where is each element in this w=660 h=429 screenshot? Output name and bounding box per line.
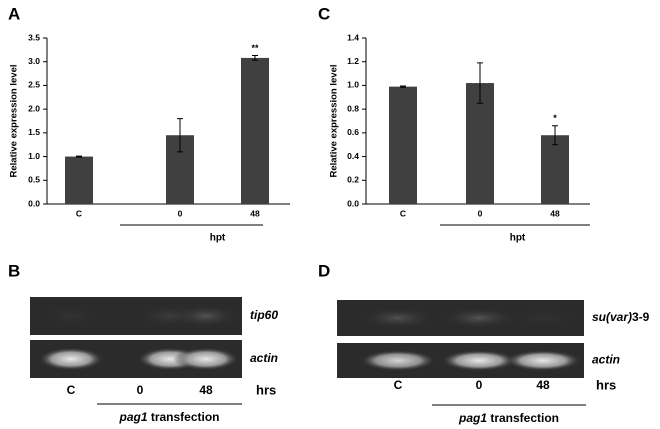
- y-tick-label: 3.0: [28, 56, 40, 66]
- y-tick-label: 1.5: [28, 127, 40, 137]
- y-tick-label: 0.2: [347, 175, 359, 185]
- group-label: hpt: [510, 233, 526, 244]
- gel-band: [360, 350, 436, 371]
- bar: [541, 135, 569, 204]
- gel-row-label: su(var)3-9: [592, 310, 650, 324]
- x-tick-label: 48: [550, 208, 560, 218]
- bar: [241, 57, 269, 204]
- gel-row-label-part: tip60: [250, 308, 278, 322]
- x-tick-label: 0: [478, 208, 483, 218]
- significance-mark: *: [553, 113, 557, 123]
- y-tick-label: 1.4: [347, 32, 359, 42]
- lane-label: 48: [536, 378, 550, 392]
- gel-band: [173, 304, 239, 328]
- significance-mark: **: [251, 43, 259, 53]
- group-label-part: pag1: [458, 411, 487, 425]
- error-bar: [552, 125, 558, 146]
- error-bar: [177, 118, 183, 153]
- group-label: pag1 transfection: [458, 411, 559, 425]
- error-bar: [400, 85, 406, 88]
- y-tick-label: 0.0: [347, 198, 359, 208]
- gel-band: [505, 307, 581, 329]
- x-tick-label: 0: [178, 208, 183, 218]
- panel-label: B: [8, 261, 20, 280]
- gel-row-label-part: actin: [592, 353, 620, 367]
- y-axis-label: Relative expression level: [329, 64, 340, 177]
- group-label-part: pag1: [118, 410, 147, 424]
- error-bar: [477, 62, 483, 104]
- gel-band: [38, 304, 104, 328]
- gel-row-label: actin: [250, 351, 278, 365]
- group-label: pag1 transfection: [118, 410, 219, 424]
- y-tick-label: 0.8: [347, 103, 359, 113]
- y-axis-label: Relative expression level: [9, 64, 20, 177]
- y-tick-label: 3.5: [28, 32, 40, 42]
- group-label-part: transfection: [148, 410, 220, 424]
- gel-band: [441, 307, 517, 329]
- error-bar: [252, 55, 258, 61]
- gel-row-label-part: actin: [250, 351, 278, 365]
- y-tick-label: 0.0: [28, 198, 40, 208]
- x-tick-label: 48: [250, 208, 260, 218]
- y-tick-label: 0.6: [347, 127, 359, 137]
- y-tick-label: 2.5: [28, 80, 40, 90]
- lane-label: 0: [476, 378, 483, 392]
- y-tick-label: 2.0: [28, 103, 40, 113]
- gel-band: [360, 307, 436, 329]
- y-tick-label: 1.0: [347, 80, 359, 90]
- group-label: hpt: [210, 233, 226, 244]
- group-label-part: transfection: [487, 411, 559, 425]
- x-tick-label: C: [400, 208, 406, 218]
- gel-row-label: actin: [592, 353, 620, 367]
- gel-band: [38, 347, 104, 371]
- panel-label: C: [318, 4, 330, 23]
- lane-label: C: [394, 378, 403, 392]
- lane-label: C: [67, 383, 76, 397]
- gel-band: [441, 350, 517, 371]
- lane-label: 48: [199, 383, 213, 397]
- y-tick-label: 0.5: [28, 175, 40, 185]
- unit-label: hrs: [596, 377, 616, 392]
- gel-band: [173, 347, 239, 371]
- x-tick-label: C: [76, 208, 82, 218]
- gel-row-label: tip60: [250, 308, 278, 322]
- gel-band: [505, 350, 581, 371]
- unit-label: hrs: [256, 382, 276, 397]
- gel-row-label-part: 3-9: [632, 310, 650, 324]
- bar: [389, 86, 417, 204]
- panel-label: D: [318, 261, 330, 280]
- error-bar: [76, 155, 82, 158]
- lane-label: 0: [137, 383, 144, 397]
- bar: [65, 156, 93, 204]
- gel-row-label-part: su(var): [592, 310, 632, 324]
- y-tick-label: 0.4: [347, 151, 359, 161]
- y-tick-label: 1.2: [347, 56, 359, 66]
- panel-label: A: [8, 4, 20, 23]
- y-tick-label: 1.0: [28, 151, 40, 161]
